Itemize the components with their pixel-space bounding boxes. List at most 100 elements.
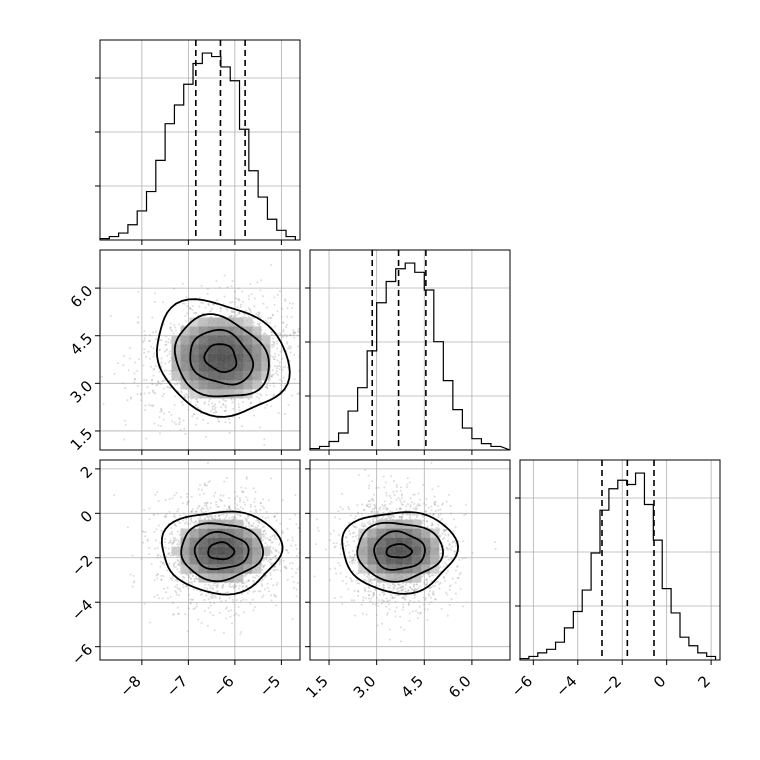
scatter-point — [128, 357, 131, 360]
scatter-point — [262, 498, 265, 501]
scatter-point — [237, 606, 240, 609]
scatter-point — [187, 581, 190, 584]
scatter-point — [387, 516, 390, 519]
scatter-point — [355, 572, 358, 575]
scatter-point — [205, 502, 208, 505]
scatter-point — [285, 323, 288, 326]
scatter-point — [200, 622, 203, 625]
scatter-point — [247, 315, 250, 318]
scatter-point — [364, 597, 367, 600]
scatter-point — [386, 600, 389, 603]
scatter-point — [348, 529, 351, 532]
scatter-point — [162, 323, 165, 326]
scatter-point — [369, 522, 372, 525]
scatter-point — [210, 515, 213, 518]
scatter-point — [434, 584, 437, 587]
scatter-point — [192, 608, 195, 611]
scatter-point — [215, 584, 218, 587]
scatter-point — [271, 355, 274, 358]
scatter-point — [201, 511, 204, 514]
scatter-point — [140, 399, 143, 402]
scatter-point — [412, 493, 415, 496]
scatter-point — [174, 566, 177, 569]
scatter-point — [322, 351, 324, 353]
scatter-point — [195, 575, 198, 578]
scatter-point — [351, 556, 354, 559]
scatter-point — [172, 541, 175, 544]
contour-line — [203, 343, 238, 374]
density-cell — [216, 528, 226, 538]
scatter-point — [379, 508, 382, 511]
scatter-point — [128, 346, 131, 349]
scatter-point — [270, 333, 273, 336]
scatter-point — [172, 563, 175, 566]
scatter-point — [215, 280, 218, 283]
scatter-point — [152, 347, 155, 350]
scatter-point — [448, 543, 451, 546]
scatter-point — [203, 511, 206, 514]
scatter-point — [184, 432, 187, 435]
scatter-point — [439, 570, 442, 573]
scatter-point — [402, 586, 405, 589]
scatter-point — [333, 597, 336, 600]
scatter-point — [367, 505, 370, 508]
scatter-point — [168, 353, 171, 356]
hist-panel — [305, 249, 511, 455]
scatter-point — [232, 407, 235, 410]
scatter-point — [401, 513, 404, 516]
scatter-point — [261, 564, 264, 567]
scatter-point — [353, 554, 356, 557]
scatter-point — [199, 509, 202, 512]
scatter-point — [282, 330, 285, 333]
scatter-point — [370, 498, 373, 501]
scatter-point — [145, 379, 148, 382]
scatter-point — [240, 631, 243, 634]
scatter-point — [255, 526, 258, 529]
scatter-point — [136, 321, 139, 324]
scatter-point — [178, 594, 181, 597]
scatter-point — [224, 591, 227, 594]
scatter-point — [189, 573, 192, 576]
scatter-point — [153, 513, 156, 516]
scatter-point — [147, 350, 150, 353]
scatter-point — [228, 596, 231, 599]
scatter-point — [338, 517, 341, 520]
scatter-point — [258, 521, 261, 524]
scatter-point — [187, 395, 190, 398]
scatter-point — [386, 515, 389, 518]
scatter-point — [177, 613, 180, 616]
scatter-point — [301, 631, 303, 633]
scatter-point — [136, 393, 139, 396]
scatter-point — [162, 561, 165, 564]
scatter-point — [193, 588, 196, 591]
scatter-point — [368, 574, 371, 577]
density-cell — [252, 555, 262, 565]
density-cell — [252, 380, 262, 390]
scatter-point — [254, 526, 257, 529]
scatter-point — [285, 549, 288, 552]
scatter-point — [408, 619, 411, 622]
scatter-point — [258, 397, 261, 400]
scatter-point — [143, 508, 146, 511]
scatter-point — [285, 315, 288, 318]
scatter-point — [157, 380, 160, 383]
scatter-point — [223, 410, 226, 413]
scatter-point — [159, 541, 162, 544]
scatter-point — [207, 481, 210, 484]
scatter-point — [232, 601, 235, 604]
scatter-point — [164, 343, 167, 346]
scatter-point — [163, 514, 166, 517]
scatter-point — [371, 497, 374, 500]
scatter-point — [191, 508, 194, 511]
density-cell — [189, 389, 199, 399]
scatter-point — [175, 539, 178, 542]
scatter-point — [295, 523, 298, 526]
scatter-point — [383, 592, 386, 595]
scatter-point — [324, 577, 326, 579]
scatter-point — [225, 617, 228, 620]
density-cell — [189, 317, 199, 327]
density-cell — [180, 371, 190, 381]
scatter-point — [171, 542, 174, 545]
scatter-point — [232, 315, 235, 318]
scatter-point — [177, 588, 180, 591]
